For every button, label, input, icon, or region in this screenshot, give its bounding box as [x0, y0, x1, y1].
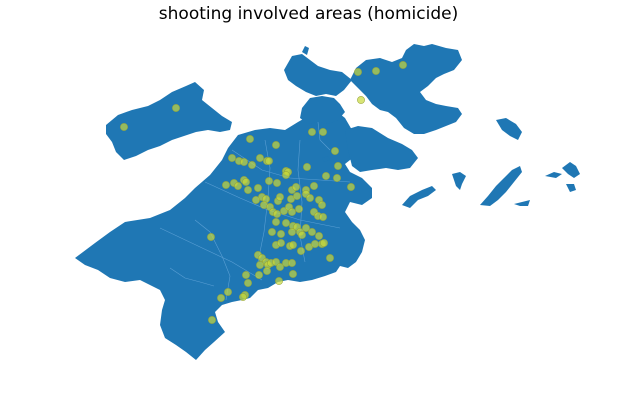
map-title: shooting involved areas (homicide): [158, 4, 459, 24]
incident-point: [242, 271, 250, 279]
incident-point: [295, 205, 303, 213]
island-7: [562, 162, 580, 178]
border-line: [317, 121, 331, 151]
incident-point: [331, 147, 339, 155]
island-1: [496, 118, 522, 140]
incident-point: [303, 163, 311, 171]
incident-point: [310, 182, 318, 190]
south-boston-region: [345, 126, 418, 172]
incident-point: [334, 162, 342, 170]
incident-point: [311, 240, 319, 248]
incident-point: [244, 186, 252, 194]
incident-point: [265, 177, 273, 185]
incident-point: [306, 194, 314, 202]
incident-point: [228, 154, 236, 162]
incident-point: [244, 279, 252, 287]
charlestown-tip: [302, 46, 309, 55]
border-line: [297, 139, 306, 263]
incident-point: [208, 316, 216, 324]
incident-point: [347, 183, 355, 191]
incident-point: [248, 161, 256, 169]
incident-point: [246, 135, 254, 143]
incident-point: [172, 104, 180, 112]
island-2: [402, 186, 436, 208]
incident-point: [308, 228, 316, 236]
incident-point: [256, 154, 264, 162]
incident-point: [255, 271, 263, 279]
incident-point: [297, 247, 305, 255]
charlestown-region: [284, 54, 352, 96]
incident-point: [273, 179, 281, 187]
incident-point: [282, 219, 290, 227]
land-polygons: [75, 44, 580, 360]
island-5: [514, 200, 530, 206]
border-line: [169, 267, 215, 287]
border-line: [194, 219, 231, 301]
incident-point: [272, 141, 280, 149]
incident-point: [357, 96, 365, 104]
island-3: [452, 172, 466, 190]
incident-point: [217, 294, 225, 302]
incident-point: [272, 218, 280, 226]
incident-point: [240, 158, 248, 166]
incident-point: [289, 270, 297, 278]
incident-point: [320, 239, 328, 247]
incident-point: [372, 67, 380, 75]
incident-point: [239, 293, 247, 301]
incident-point: [315, 232, 323, 240]
incident-point: [252, 196, 260, 204]
incident-point: [319, 213, 327, 221]
island-9: [322, 156, 330, 162]
incident-point: [308, 128, 316, 136]
incident-point: [276, 263, 284, 271]
incident-point: [319, 128, 327, 136]
incident-point: [326, 254, 334, 262]
island-6: [545, 172, 562, 178]
incident-point: [242, 178, 250, 186]
mainland-region: [75, 110, 372, 360]
incident-point: [302, 224, 310, 232]
incident-point: [275, 277, 283, 285]
incident-point: [268, 228, 276, 236]
incident-point: [333, 174, 341, 182]
incident-point: [293, 192, 301, 200]
incident-point: [254, 184, 262, 192]
incident-point: [276, 193, 284, 201]
incident-point: [120, 123, 128, 131]
incident-point: [288, 259, 296, 267]
incident-point: [256, 261, 264, 269]
incident-point: [265, 157, 273, 165]
allston-brighton-region: [106, 82, 232, 160]
incident-point: [298, 231, 306, 239]
incident-point: [263, 267, 271, 275]
incident-point: [224, 288, 232, 296]
incident-point: [354, 68, 362, 76]
incident-point: [207, 233, 215, 241]
downtown-region: [300, 96, 345, 124]
border-line: [159, 227, 263, 281]
incident-point: [277, 239, 285, 247]
incident-point: [273, 210, 281, 218]
incident-points: [120, 61, 407, 324]
incident-point: [288, 208, 296, 216]
island-8: [566, 184, 576, 192]
incident-point: [282, 171, 290, 179]
incident-point: [318, 201, 326, 209]
incident-point: [322, 172, 330, 180]
incident-point: [292, 183, 300, 191]
incident-point: [288, 228, 296, 236]
incident-point: [222, 181, 230, 189]
incident-point: [234, 182, 242, 190]
east-boston-region: [350, 44, 462, 134]
incident-point: [399, 61, 407, 69]
incident-point: [277, 230, 285, 238]
incident-point: [289, 241, 297, 249]
island-4: [480, 166, 522, 206]
